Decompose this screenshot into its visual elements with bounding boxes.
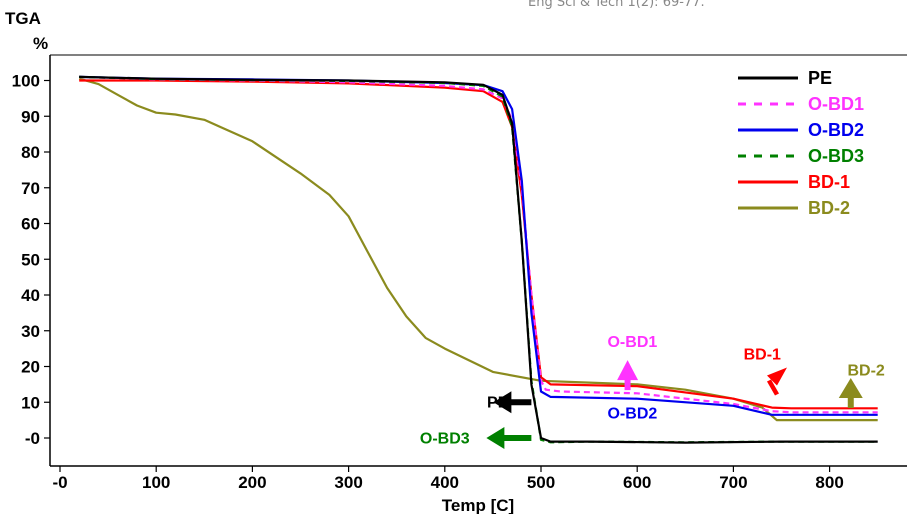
series-line-o-bd3 — [79, 75, 878, 444]
legend: PE O-BD1 O-BD2 O-BD3 BD-1 BD-2 — [738, 68, 864, 218]
annotation-arrow-bd-2 — [838, 378, 863, 409]
y-tick-label: 60 — [21, 215, 40, 234]
plot-frame — [49, 54, 907, 467]
y-tick-label: 40 — [21, 286, 40, 305]
x-tick-label: 300 — [334, 473, 362, 492]
legend-label-o-bd2: O-BD2 — [808, 120, 864, 140]
annotation-label-bd-2: BD-2 — [847, 362, 884, 379]
y-tick-label: 30 — [21, 322, 40, 341]
annotation-arrow-pe — [493, 391, 532, 414]
source-caption: Eng Sci & Tech 1(2): 69-77. — [528, 0, 705, 10]
series-lines — [78, 75, 878, 444]
legend-label-pe: PE — [808, 68, 832, 88]
x-tick-label: 400 — [431, 473, 459, 492]
series-line-pe — [79, 75, 878, 444]
tick-labels: -0 100 200 300 400 500 600 700 800 -0 10 20 30 40 50 60… — [12, 72, 844, 493]
y-tick-label: 90 — [21, 107, 40, 126]
x-tick-label: 200 — [238, 473, 266, 492]
y-axis-title: TGA — [5, 9, 41, 28]
y-tick-label: 10 — [21, 393, 40, 412]
y-tick-label: 70 — [21, 179, 40, 198]
legend-label-o-bd3: O-BD3 — [808, 146, 864, 166]
annotation-arrow-o-bd3 — [486, 427, 532, 449]
y-tick-label: -0 — [25, 429, 40, 448]
y-tick-label: 50 — [21, 250, 40, 269]
legend-label-o-bd1: O-BD1 — [808, 94, 864, 114]
x-tick-label: 600 — [623, 473, 651, 492]
annotation-label-o-bd3: O-BD3 — [420, 430, 470, 447]
legend-label-bd-2: BD-2 — [808, 198, 850, 218]
y-axis-unit: % — [33, 34, 48, 53]
x-tick-label: -0 — [52, 473, 67, 492]
x-tick-label: 100 — [142, 473, 170, 492]
annotation-label-o-bd2: O-BD2 — [607, 405, 657, 422]
y-tick-label: 20 — [21, 358, 40, 377]
y-tick-label: 80 — [21, 143, 40, 162]
x-tick-label: 500 — [527, 473, 555, 492]
x-tick-label: 700 — [719, 473, 747, 492]
legend-label-bd-1: BD-1 — [808, 172, 850, 192]
y-tick-label: 100 — [12, 72, 40, 91]
annotation-label-o-bd1: O-BD1 — [607, 334, 657, 351]
annotation-arrow-o-bd1 — [617, 360, 639, 391]
annotation-arrow-bd-1 — [766, 367, 787, 396]
x-tick-label: 800 — [815, 473, 843, 492]
annotation-label-bd-1: BD-1 — [744, 346, 781, 363]
x-axis-title: Temp [C] — [442, 496, 514, 514]
